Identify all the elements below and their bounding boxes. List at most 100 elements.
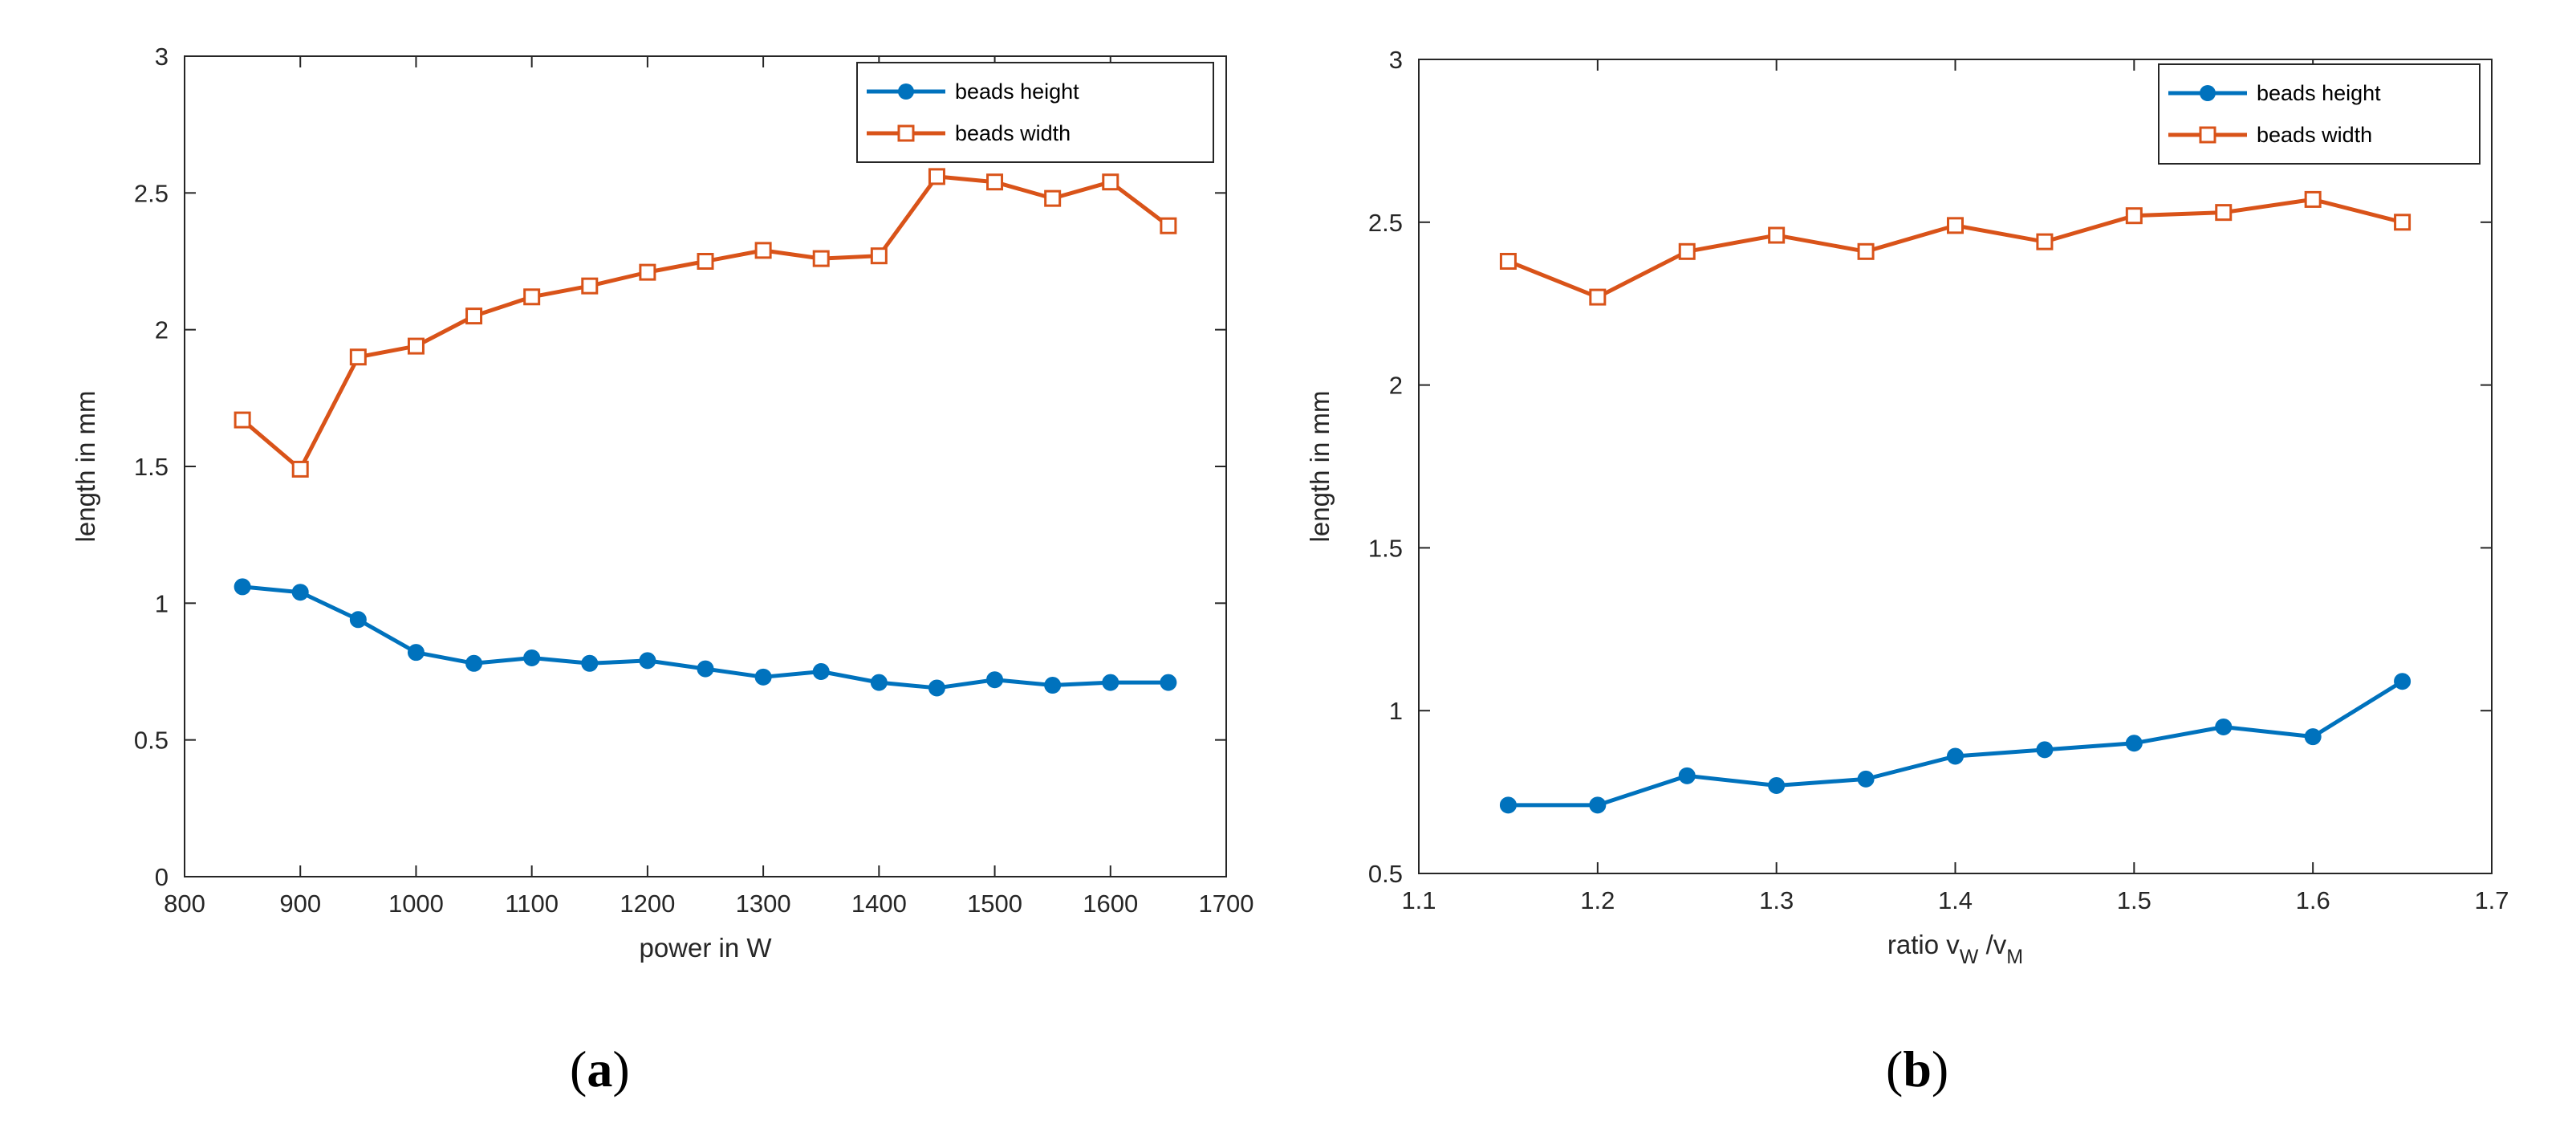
data-point-height [1589,796,1607,814]
legend-marker-square [897,124,915,142]
data-point-width [812,250,830,267]
x-tick-label: 1400 [851,890,907,918]
data-point-width [1947,217,1964,234]
legend-entry-height: beads height [867,79,1079,104]
data-point-height [1160,674,1177,691]
legend-entry-width: beads width [2168,123,2372,147]
data-point-height [2125,735,2143,752]
data-point-height [291,584,309,601]
x-axis-label: power in W [639,933,772,963]
x-tick-label: 1000 [388,890,444,918]
data-point-width [581,277,599,295]
data-point-width [523,288,541,306]
legend: beads height beads width [2158,63,2481,165]
y-tick-label: 0.5 [134,727,169,755]
data-point-width [2304,190,2322,208]
data-point-height [581,654,599,672]
data-point-height [812,663,830,680]
data-point-width [465,307,483,325]
series-beads-height [234,578,1177,697]
data-point-width [1044,189,1062,207]
legend-entry-height: beads height [2168,81,2381,105]
legend-box [2158,63,2481,165]
y-axis-label: length in mm [1305,391,1335,543]
data-point-height [1947,747,1964,765]
x-tick-label: 1.5 [2117,886,2151,914]
data-point-height [1768,776,1786,794]
x-axis-label-part: /v [1978,930,2006,959]
data-point-height [523,649,541,666]
data-point-height [639,652,656,670]
x-tick-label: 1.4 [1938,886,1973,914]
caption-a: (a) [570,1040,630,1097]
data-point-height [2304,728,2322,746]
x-axis-label-subscript: W [1960,946,1979,968]
x-tick-label: 1700 [1199,890,1254,918]
y-tick-label: 0.5 [1368,860,1403,888]
legend-marker-square [2199,126,2216,144]
y-tick-label: 0 [155,863,169,891]
legend-box [856,62,1214,163]
data-point-width [1857,242,1875,260]
x-tick-label: 900 [279,890,321,918]
x-tick-label: 1300 [736,890,791,918]
data-point-height [407,644,425,662]
data-point-height [465,654,483,672]
legend-entry-width: beads width [867,121,1071,145]
data-point-height [1857,770,1875,788]
x-tick-label: 800 [164,890,205,918]
data-point-width [349,348,367,366]
legend-label: beads width [2257,123,2372,147]
data-point-width [1102,173,1119,191]
chart-a: 800 900 1000 1100 1200 1300 1400 1500 1600 1700 0 0… [71,43,1253,963]
data-point-width [1678,242,1696,260]
data-point-height [2036,741,2054,759]
data-point-width [986,173,1004,191]
data-point-height [2394,673,2411,690]
y-axis-label: length in mm [71,391,100,543]
y-tick-label: 3 [155,43,169,71]
series-beads-width [234,168,1177,478]
y-tick-label: 1 [1389,697,1403,725]
x-axis-label-part: ratio v [1887,930,1960,959]
y-tick-label: 3 [1389,46,1403,74]
x-tick-label: 1.1 [1401,886,1436,914]
data-point-width [234,411,251,429]
data-point-height [1499,796,1517,814]
data-point-height [1102,674,1119,691]
chart-b: 1.1 1.2 1.3 1.4 1.5 1.6 1.7 0.5 1 1.5 2 2.5 3 length … [1305,46,2509,968]
data-point-width [928,168,945,185]
data-point-width [2394,214,2411,231]
y-tick-label: 1.5 [134,453,169,481]
series-beads-height [1499,673,2411,814]
data-point-width [754,242,772,259]
legend-marker-circle [898,83,914,100]
data-point-height [986,671,1004,689]
data-point-width [2215,204,2233,222]
data-point-width [2036,233,2054,250]
x-tick-label: 1.3 [1759,886,1794,914]
x-tick-label: 1100 [505,890,559,918]
data-point-width [697,253,714,270]
y-tick-label: 2.5 [134,179,169,207]
y-tick-label: 2.5 [1368,209,1403,237]
caption-b: (b) [1886,1040,1949,1097]
data-point-height [870,674,888,691]
y-tick-label: 1.5 [1368,534,1403,562]
data-point-height [349,611,367,629]
x-tick-label: 1200 [620,890,675,918]
data-point-width [407,337,425,355]
data-point-width [2125,207,2143,225]
data-point-width [639,263,656,281]
legend-marker-circle [2200,85,2216,101]
x-tick-label: 1500 [967,890,1022,918]
x-tick-label: 1.2 [1580,886,1615,914]
plot-area-frame [184,55,1227,877]
x-axis-label: ratio vW /vM [1887,930,2023,968]
data-point-width [1768,226,1786,244]
data-point-height [1678,767,1696,784]
x-tick-label: 1.6 [2296,886,2330,914]
data-point-height [2215,718,2233,735]
x-axis-label-subscript: M [2006,946,2023,968]
